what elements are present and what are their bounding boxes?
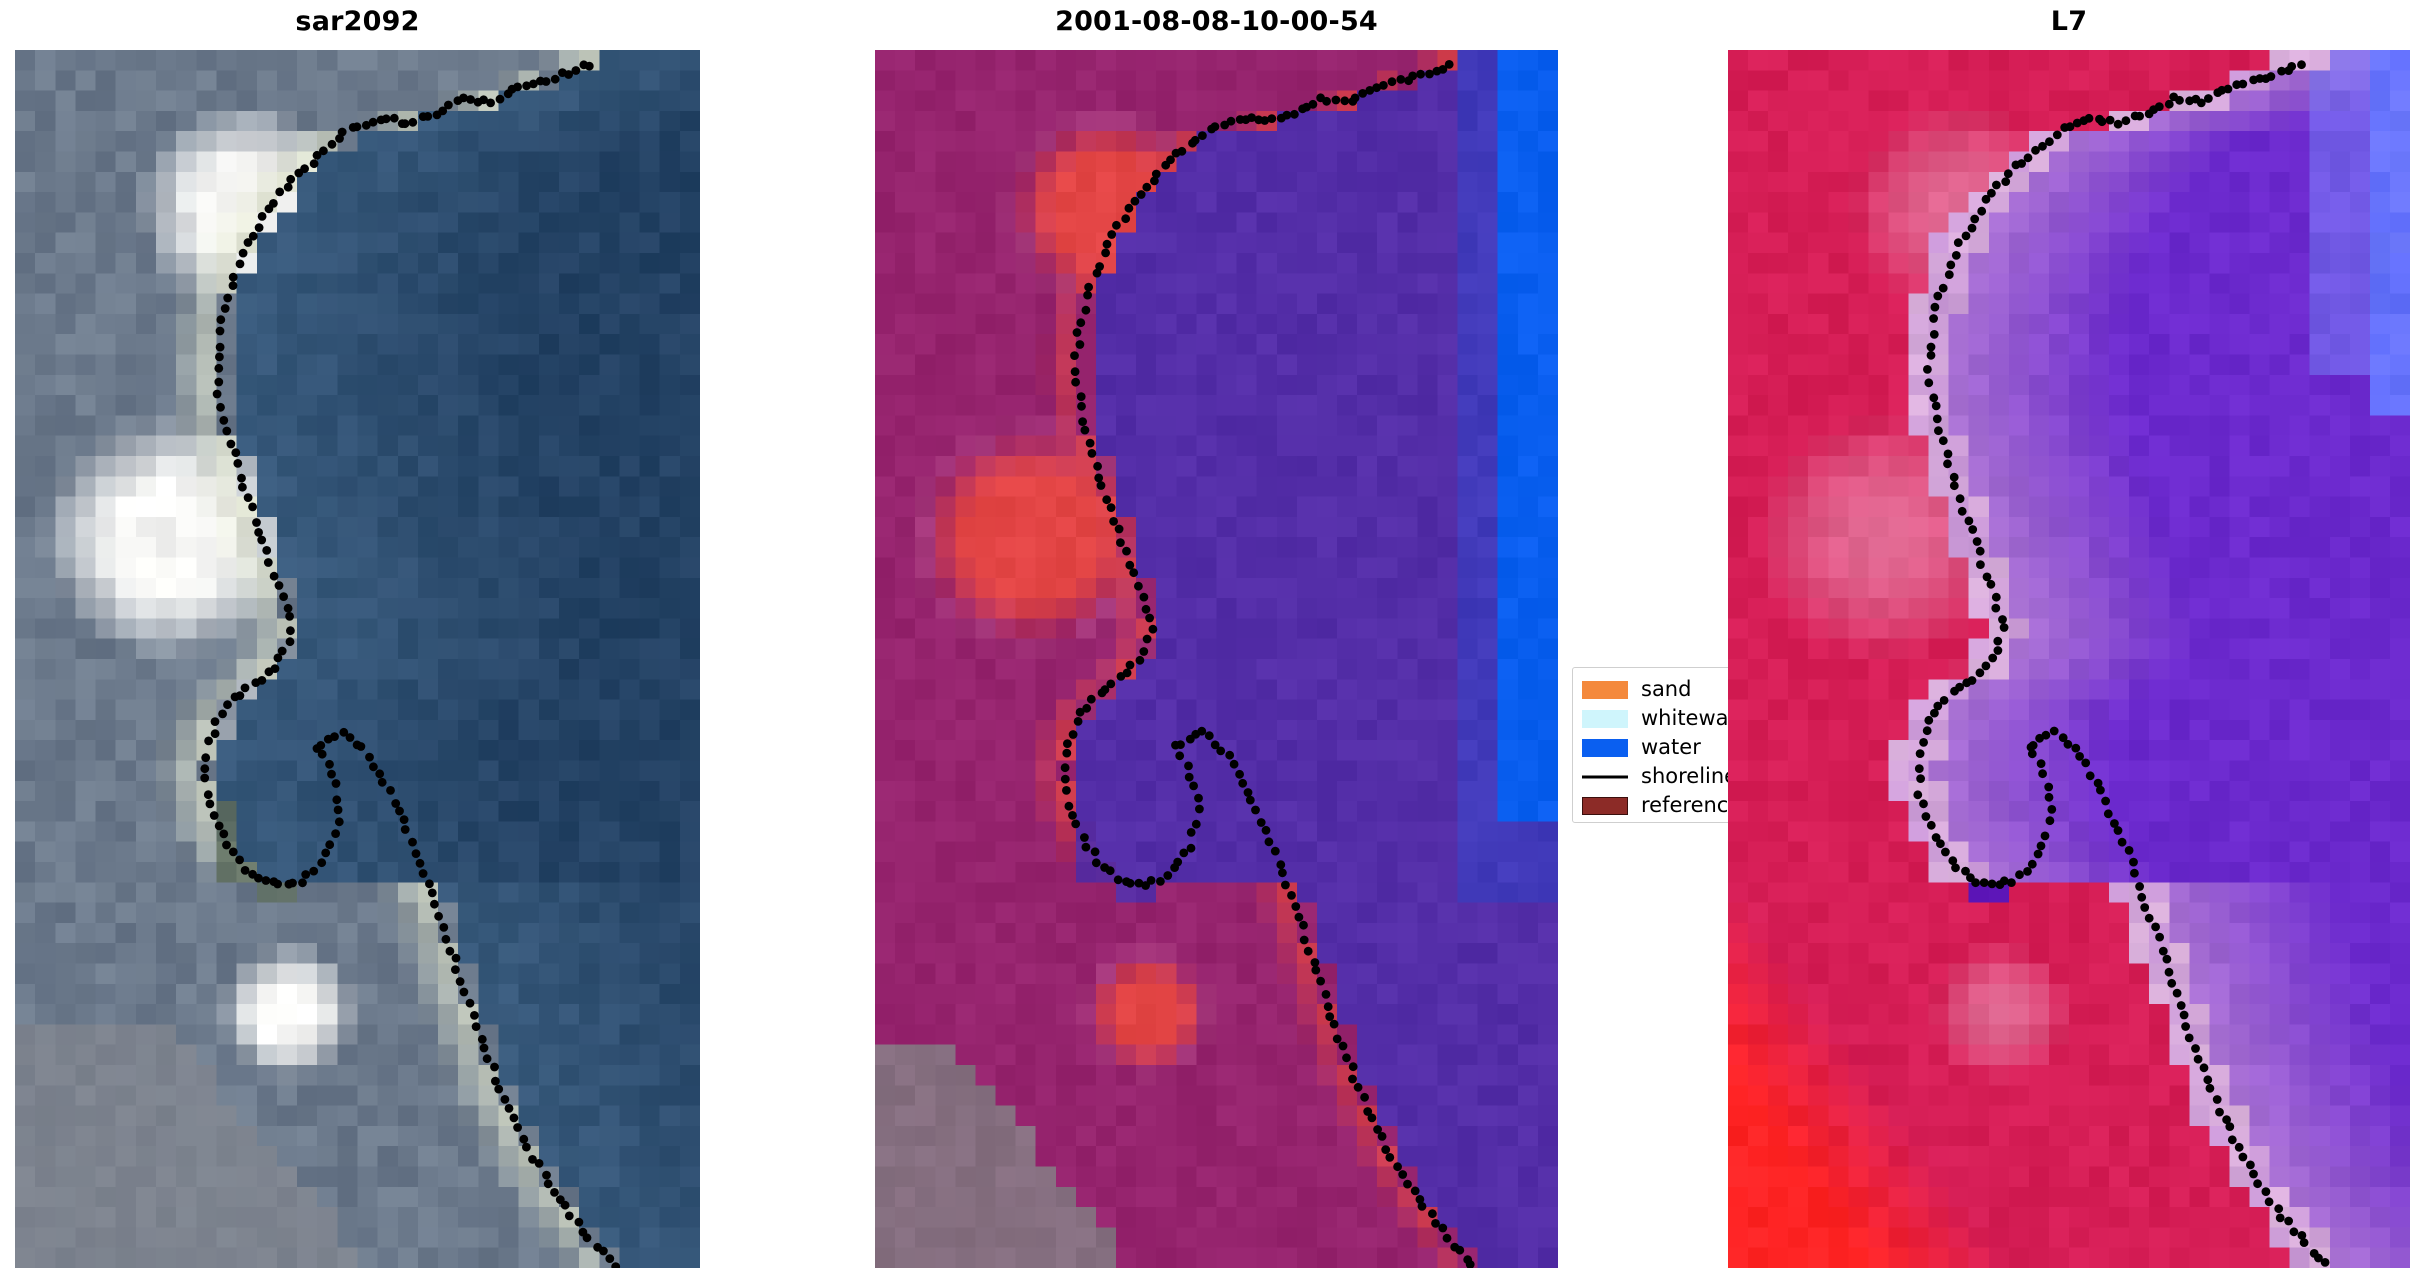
- shoreline-overlay-l7: [1913, 60, 2330, 1267]
- whitewater-swatch-icon: [1582, 709, 1628, 728]
- panel-sar-image[interactable]: [15, 50, 700, 1268]
- classification-raster-canvas: [875, 50, 1558, 1268]
- shoreline-line-icon: [1582, 768, 1628, 786]
- legend-box: sand whitewater water shoreline referenc…: [1572, 667, 1758, 823]
- legend-item-water: water: [1582, 733, 1735, 762]
- panel-title-classification: 2001-08-08-10-00-54: [1055, 6, 1378, 37]
- panel-title-l7: L7: [2050, 6, 2088, 37]
- panel-classification-image[interactable]: [875, 50, 1558, 1268]
- legend-item-sand: sand: [1582, 675, 1735, 704]
- panel-l7-image[interactable]: [1728, 50, 2410, 1268]
- legend-label-water: water: [1641, 735, 1701, 759]
- legend-item-whitewater: whitewater: [1582, 704, 1758, 733]
- l7-raster-canvas: [1728, 50, 2410, 1268]
- sar-raster-canvas: [15, 50, 700, 1268]
- reference-swatch-icon: [1582, 796, 1628, 815]
- shoreline-overlay-sar: [200, 60, 621, 1268]
- water-swatch-icon: [1582, 738, 1628, 757]
- legend-label-sand: sand: [1641, 677, 1692, 701]
- sand-swatch-icon: [1582, 680, 1628, 699]
- legend-item-shoreline: shoreline: [1582, 762, 1738, 791]
- panel-title-sar: sar2092: [295, 6, 420, 37]
- legend-label-shoreline: shoreline: [1641, 764, 1738, 788]
- shoreline-overlay-classification: [1060, 60, 1475, 1268]
- legend-item-reference: reference: [1582, 791, 1741, 820]
- legend-label-reference: reference: [1641, 793, 1742, 817]
